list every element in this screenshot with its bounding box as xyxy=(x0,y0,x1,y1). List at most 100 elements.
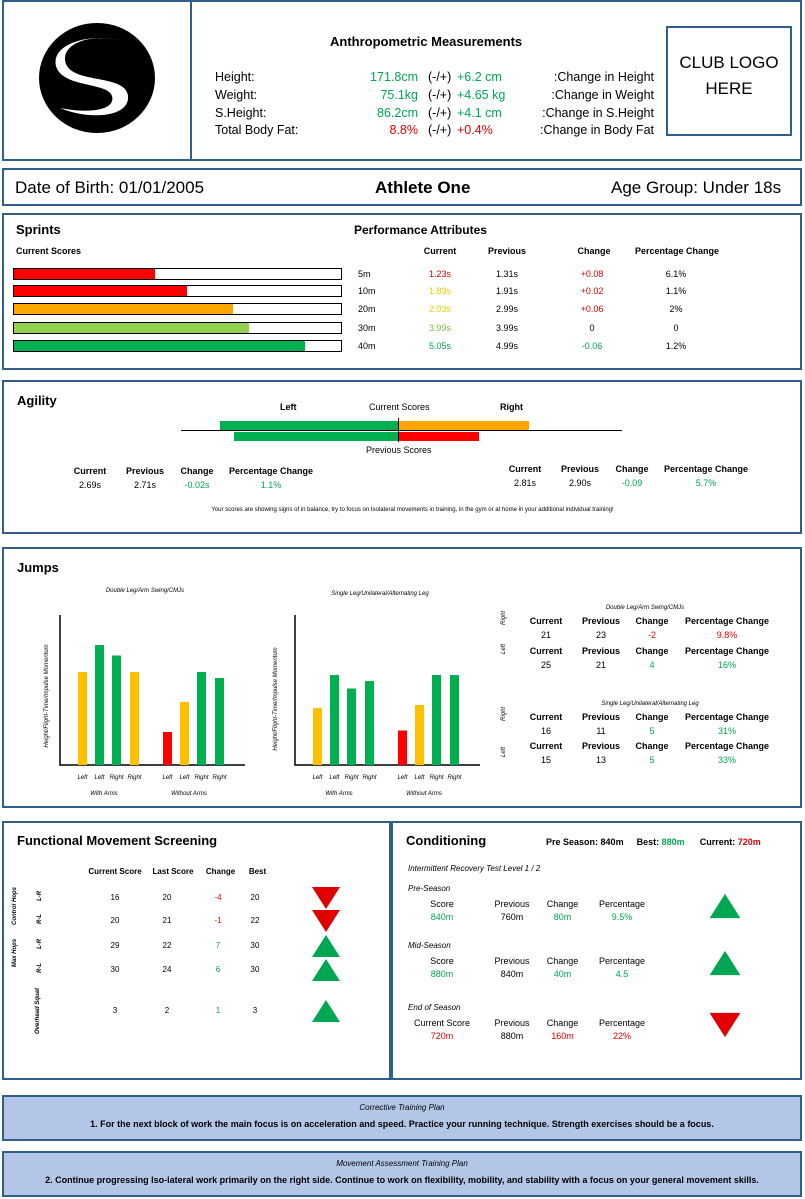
agility-left-current: 2.69s xyxy=(78,480,102,490)
agility-panel xyxy=(2,380,802,534)
anthro-label: S.Height: xyxy=(215,106,267,120)
conditioning-value: 160m xyxy=(551,1031,574,1041)
chart-tick-label: Left xyxy=(179,775,189,781)
chart-bar xyxy=(95,645,104,765)
chart-bar xyxy=(215,678,224,765)
arrow-up-icon xyxy=(312,1000,340,1022)
sprints-header-previous: Previous xyxy=(487,246,527,256)
arrow-down-icon xyxy=(709,1012,741,1038)
chart-bar xyxy=(432,675,441,765)
jump-table-value: 13 xyxy=(595,755,606,765)
pre-season-value: 840m xyxy=(600,837,624,847)
jump-table-value: 33% xyxy=(717,755,736,765)
sprints-header-change: Change xyxy=(577,246,611,256)
conditioning-header: Score xyxy=(430,956,454,966)
chart-bar xyxy=(398,730,407,765)
chart-bar xyxy=(180,702,189,765)
sprint-current: 1.89s xyxy=(428,286,452,296)
jump-table-value: 9.8% xyxy=(716,630,738,640)
fms-best: 20 xyxy=(250,893,260,902)
movement-plan-text: 2. Continue progressing Iso-lateral work… xyxy=(45,1175,759,1185)
agility-right-pct: 5.7% xyxy=(695,478,717,488)
fms-header-last: Last Score xyxy=(152,867,194,876)
fms-side-label: L-R xyxy=(37,891,43,901)
dob-text: Date of Birth: 01/01/2005 xyxy=(15,178,205,197)
anthro-label: Weight: xyxy=(215,88,258,102)
fms-current: 30 xyxy=(110,965,120,974)
sprint-pct: 1.2% xyxy=(665,341,687,351)
chart-bar xyxy=(112,655,121,765)
agility-l-h-previous: Previous xyxy=(125,466,165,476)
sprint-change: -0.06 xyxy=(581,341,603,351)
conditioning-value: 880m xyxy=(500,1031,524,1041)
jump-table-value: 15 xyxy=(540,755,551,765)
best-label: Best: xyxy=(636,837,660,847)
anthro-desc: :Change in Height xyxy=(553,70,654,84)
jumps-table2-title: Single Leg/Unilateral/Alternating Leg xyxy=(601,701,699,707)
jump-table-header: Current xyxy=(529,712,563,722)
sprint-bar-fill xyxy=(14,304,234,314)
jumps-title: Jumps xyxy=(17,560,59,575)
sprint-bar-track xyxy=(13,268,342,280)
chart-tick-label: Right xyxy=(194,775,208,781)
conditioning-value: 22% xyxy=(612,1031,631,1041)
jump-table-header: Previous xyxy=(581,741,621,751)
sprint-change: +0.02 xyxy=(580,286,604,296)
anthro-desc: :Change in Weight xyxy=(551,88,654,102)
athlete-panel xyxy=(2,168,802,206)
corrective-plan-title: Corrective Training Plan xyxy=(359,1103,445,1112)
chart-tick-label: Left xyxy=(414,775,424,781)
sprint-current: 3.99s xyxy=(428,323,452,333)
chart-tick-label: Right xyxy=(447,775,461,781)
fms-change: 7 xyxy=(215,941,221,950)
conditioning-value: 40m xyxy=(553,969,572,979)
sprint-current: 5.05s xyxy=(428,341,452,351)
anthro-value: 8.8% xyxy=(389,123,419,137)
fms-header-change: Change xyxy=(205,867,236,876)
agility-note: Your scores are showing signs of in bala… xyxy=(211,507,614,513)
sprint-distance: 5m xyxy=(358,269,371,279)
conditioning-value: 760m xyxy=(500,912,524,922)
corrective-plan-text: 1. For the next block of work the main f… xyxy=(90,1119,714,1129)
chart-tick-label: Right xyxy=(212,775,226,781)
jumps-chart2-ylabel: Height/Flight-Time/Impulse Momentum xyxy=(273,647,279,751)
agility-title: Agility xyxy=(17,393,57,408)
conditioning-value: 840m xyxy=(500,969,524,979)
movement-plan-title: Movement Assessment Training Plan xyxy=(336,1159,468,1168)
chart-tick-label: Right xyxy=(109,775,123,781)
anthro-value: 171.8cm xyxy=(370,70,418,84)
jump-table-header: Current xyxy=(529,616,563,626)
fms-title: Functional Movement Screening xyxy=(17,833,218,848)
fms-group-control-hops: Control Hops xyxy=(12,887,18,925)
anthro-change: +4.1 cm xyxy=(457,106,502,120)
sprint-distance: 10m xyxy=(358,286,376,296)
agility-previous-right-bar xyxy=(399,432,479,441)
chart-bar xyxy=(163,732,172,765)
conditioning-header: Current Score xyxy=(413,1018,471,1028)
jump-table-header: Previous xyxy=(581,712,621,722)
fms-current: 3 xyxy=(112,1006,118,1015)
fms-current: 20 xyxy=(110,916,120,925)
conditioning-header: Previous xyxy=(494,899,530,909)
jump-table-header: Percentage Change xyxy=(684,712,770,722)
fms-best: 30 xyxy=(250,965,260,974)
chart-tick-label: Right xyxy=(127,775,141,781)
conditioning-phase-label: End of Season xyxy=(408,1003,461,1012)
sprint-bar-fill xyxy=(14,323,250,333)
jump-table-header: Change xyxy=(635,712,669,722)
sprint-distance: 30m xyxy=(358,323,376,333)
sprint-previous: 1.91s xyxy=(495,286,519,296)
anthro-label: Height: xyxy=(215,70,255,84)
fms-change: -4 xyxy=(214,893,222,902)
jump-table-header: Change xyxy=(635,741,669,751)
jump-table-header: Percentage Change xyxy=(684,646,770,656)
club-logo-box xyxy=(666,26,792,136)
agility-right-label: Right xyxy=(500,402,523,412)
conditioning-phase-label: Mid-Season xyxy=(408,941,451,950)
chart-group-label: Without Arms xyxy=(406,791,442,797)
sprint-bar-track xyxy=(13,303,342,315)
jump-table-header: Current xyxy=(529,741,563,751)
fms-best: 3 xyxy=(252,1006,258,1015)
jumps-single-left-label: Left xyxy=(501,747,507,758)
agility-previous-label: Previous Scores xyxy=(366,445,432,455)
